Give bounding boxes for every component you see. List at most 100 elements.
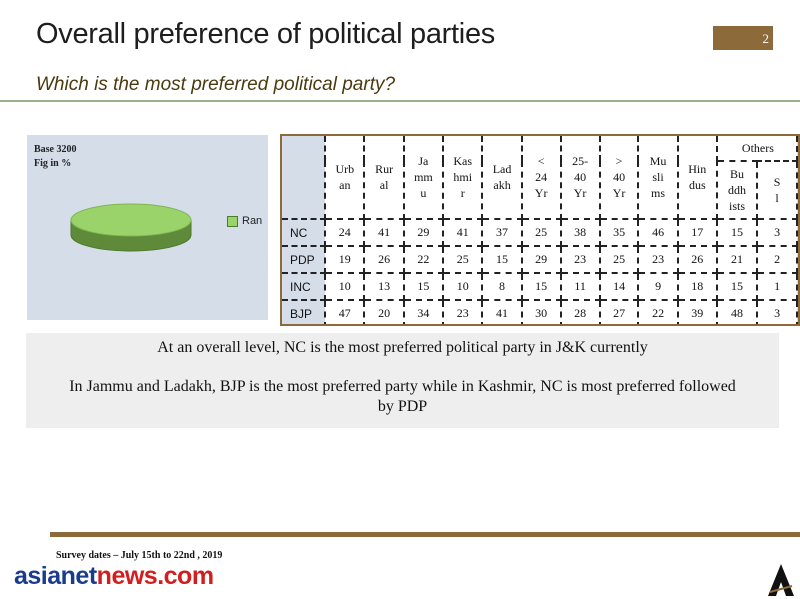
column-header: Hin dus	[677, 136, 718, 220]
table-cell: 3	[757, 219, 798, 247]
table-cell: 41	[364, 219, 405, 247]
table-cell: 39	[677, 300, 718, 324]
column-header: >40 Yr	[599, 136, 640, 220]
table-cell: 25	[521, 219, 562, 247]
table-cell: 1	[757, 273, 798, 301]
column-header-text: >	[615, 154, 623, 168]
table-cell: 27	[599, 300, 640, 324]
column-header-text: an	[339, 178, 351, 192]
column-header-text: Kas	[453, 154, 473, 168]
row-label: PDP	[282, 246, 327, 274]
chart-base-note: Base 3200 Fig in %	[34, 143, 77, 171]
table-cell: 41	[482, 300, 523, 324]
column-header-text: u	[420, 186, 427, 200]
pie-slice	[70, 203, 192, 237]
table-cell: 15	[716, 219, 759, 247]
table-row: INC 10 13 15 10 8 15 11 14 9 18 15 1	[282, 273, 798, 301]
column-header: Mu sli ms	[638, 136, 679, 220]
legend-label: Ran	[242, 215, 263, 227]
column-header-text: 25-	[572, 154, 589, 168]
table-cell: 23	[638, 246, 679, 274]
table-cell: 38	[560, 219, 601, 247]
table-cell: 14	[599, 273, 640, 301]
table-row: PDP 19 26 22 25 15 29 23 25 23 26 21 2	[282, 246, 798, 274]
table-cell: 48	[716, 300, 759, 324]
column-header: Lad akh	[482, 136, 523, 220]
page-number: 2	[762, 31, 770, 46]
table-row: NC 24 41 29 41 37 25 38 35 46 17 15 3	[282, 219, 798, 247]
column-header-text: 40	[613, 170, 626, 184]
table-cell: 35	[599, 219, 640, 247]
preference-table: Urb an Rur al Ja mm u Kas hmi r Lad akh <24 Yr 25- 40 Yr…	[282, 136, 798, 324]
chart-legend: Ran	[227, 215, 262, 227]
table-cell: 41	[443, 219, 484, 247]
column-header: 25- 40 Yr	[560, 136, 601, 220]
table-cell: 47	[325, 300, 366, 324]
table-cell: 34	[403, 300, 445, 324]
slide-subtitle: Which is the most preferred political pa…	[36, 74, 396, 95]
brand-text-asianet: asianet	[14, 562, 97, 590]
survey-dates: Survey dates – July 15th to 22nd , 2019	[56, 550, 223, 561]
table-cell: 26	[677, 246, 718, 274]
table-cell: 10	[325, 273, 366, 301]
header-divider	[0, 100, 800, 102]
column-header-text: Yr	[573, 186, 587, 200]
table-cell: 22	[638, 300, 679, 324]
column-header: Bu ddh ists	[716, 161, 759, 220]
table-cell: 15	[403, 273, 445, 301]
table-cell: 21	[716, 246, 759, 274]
table-cell: 29	[403, 219, 445, 247]
table-cell: 23	[443, 300, 484, 324]
column-header-text: ddh	[728, 183, 747, 197]
column-header-text: S	[773, 175, 781, 189]
table-cell: 20	[364, 300, 405, 324]
table-cell: 17	[677, 219, 718, 247]
column-header-text: Yr	[612, 186, 626, 200]
column-header-text: ms	[651, 186, 666, 200]
preference-table-container: Urb an Rur al Ja mm u Kas hmi r Lad akh <24 Yr 25- 40 Yr…	[280, 134, 800, 326]
column-header: Ja mm u	[403, 136, 445, 220]
row-label: INC	[282, 273, 327, 301]
column-header-text: dus	[688, 178, 706, 192]
column-header: Urb an	[325, 136, 366, 220]
column-header-text: Rur	[375, 162, 394, 176]
summary-box: At an overall level, NC is the most pref…	[26, 333, 779, 428]
pie-chart	[70, 203, 192, 252]
table-cell: 10	[443, 273, 484, 301]
slide-title: Overall preference of political parties	[36, 18, 495, 50]
column-header-text: akh	[493, 178, 511, 192]
page-number-badge: 2	[713, 26, 773, 50]
table-cell: 18	[677, 273, 718, 301]
others-group-header: Others	[716, 136, 798, 162]
summary-line-2: In Jammu and Ladakh, BJP is the most pre…	[69, 378, 736, 415]
table-cell: 24	[325, 219, 366, 247]
table-cell: 19	[325, 246, 366, 274]
table-cell: 23	[560, 246, 601, 274]
column-header-text: Lad	[492, 162, 512, 176]
column-header-text: al	[379, 178, 389, 192]
table-cell: 2	[757, 246, 798, 274]
column-header-text: Urb	[335, 162, 355, 176]
table-cell: 25	[599, 246, 640, 274]
fig-label: Fig in %	[34, 158, 72, 169]
column-header-text: r	[460, 186, 465, 200]
column-header-text: hmi	[453, 170, 473, 184]
table-cell: 13	[364, 273, 405, 301]
table-cell: 15	[482, 246, 523, 274]
footer-divider	[50, 532, 800, 537]
column-header-text: ists	[729, 199, 746, 213]
legend-swatch	[227, 215, 238, 227]
column-header: <24 Yr	[521, 136, 562, 220]
table-cell: 28	[560, 300, 601, 324]
column-header-text: sli	[652, 170, 664, 184]
table-header: Urb an Rur al Ja mm u Kas hmi r Lad akh <24 Yr 25- 40 Yr…	[282, 136, 798, 220]
column-header-text: Mu	[649, 154, 667, 168]
table-cell: 3	[757, 300, 798, 324]
table-cell: 30	[521, 300, 562, 324]
column-header: Rur al	[364, 136, 405, 220]
brand-logo: asianetnews.com	[14, 562, 214, 591]
column-header-text: 24	[535, 170, 548, 184]
table-cell: 22	[403, 246, 445, 274]
column-header-text: Ja	[418, 154, 429, 168]
